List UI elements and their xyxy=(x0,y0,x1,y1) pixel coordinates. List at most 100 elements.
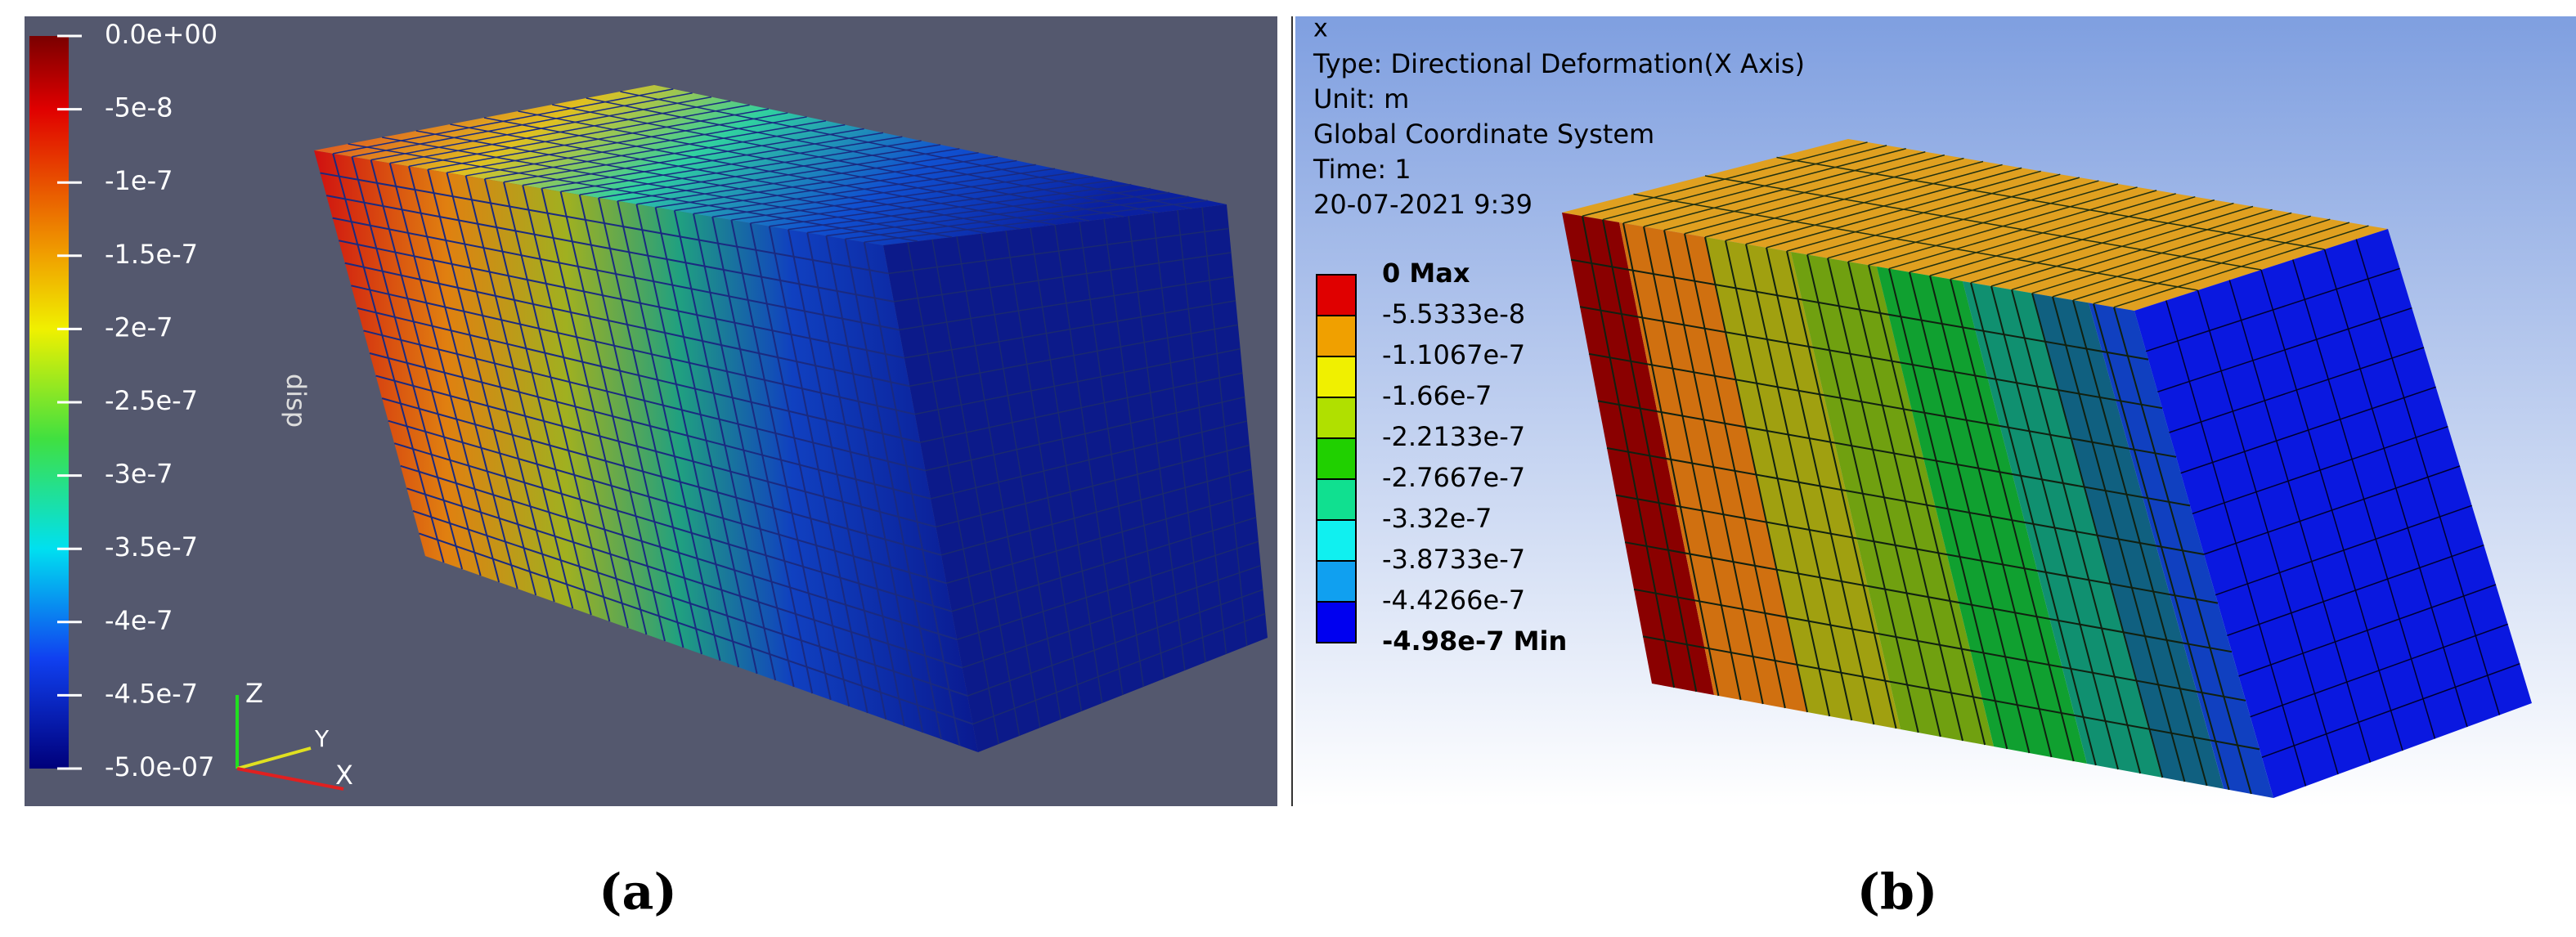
mesh-line xyxy=(518,110,1090,222)
mesh-line xyxy=(2227,544,2484,637)
mesh-line xyxy=(1588,352,2177,458)
legend-swatch xyxy=(1316,356,1357,398)
colorbar-label: -5e-8 xyxy=(105,92,173,123)
mesh-line xyxy=(893,252,1232,303)
colorbar-label: -4e-7 xyxy=(105,605,173,636)
info-line: 20-07-2021 9:39 xyxy=(1313,189,1533,220)
mesh-line xyxy=(2192,425,2448,515)
front-face xyxy=(314,150,978,752)
mesh-line xyxy=(393,442,953,612)
mesh-line xyxy=(320,172,889,275)
mesh-line xyxy=(930,420,1248,500)
mesh-line xyxy=(904,300,1236,359)
panel-b: x Type: Directional Deformation(X Axis) Un… xyxy=(1313,15,2532,798)
mesh-line xyxy=(381,397,942,556)
legend-swatch xyxy=(1316,437,1357,480)
mesh-line xyxy=(483,117,1056,226)
mesh-line xyxy=(2180,386,2436,474)
mesh-line xyxy=(406,487,963,669)
legend-label: -1.66e-7 xyxy=(1382,380,1492,411)
mesh-line xyxy=(2215,504,2472,596)
mesh-line xyxy=(1624,541,2233,653)
mesh-line xyxy=(899,276,1234,331)
mesh-line xyxy=(325,195,895,303)
legend-swatch xyxy=(1316,478,1357,521)
legend-label: -3.32e-7 xyxy=(1382,503,1492,534)
mesh-line xyxy=(946,492,1254,585)
mesh-line xyxy=(369,352,931,500)
mesh-line xyxy=(2157,307,2412,393)
mesh-line xyxy=(1776,156,2325,250)
mesh-line xyxy=(415,130,987,234)
legend-label: -3.8733e-7 xyxy=(1382,544,1525,575)
caption-b: (b) xyxy=(1857,864,1938,921)
mesh-line xyxy=(382,137,953,238)
axis-z-label: Z xyxy=(245,678,263,709)
colorbar-label: -2e-7 xyxy=(105,312,173,343)
legend-swatch xyxy=(1316,519,1357,562)
colorbar-label: -1.5e-7 xyxy=(105,239,198,270)
mesh-line xyxy=(936,444,1250,528)
axis-y-label: Y xyxy=(314,725,330,752)
mesh-line xyxy=(552,104,1124,217)
mesh-line xyxy=(956,540,1259,640)
info-line: Time: 1 xyxy=(1313,154,1411,185)
mesh-line xyxy=(919,372,1243,443)
panel-a: Z Y X disp 0.0e+00 -5e-8 -1e-7 -1.5e-7 -2e-7… xyxy=(29,19,1268,791)
mesh-line xyxy=(1615,494,2219,604)
legend-swatch xyxy=(1316,274,1357,316)
mesh-line xyxy=(357,307,921,444)
caption-a: (a) xyxy=(599,864,677,921)
legend-label: -1.1067e-7 xyxy=(1382,339,1525,370)
legend-swatch xyxy=(1316,601,1357,643)
axis-y xyxy=(236,746,312,770)
mesh-line xyxy=(2145,267,2400,352)
mesh-line xyxy=(1704,175,2262,271)
mesh-line xyxy=(400,464,958,641)
mesh-line xyxy=(419,532,973,725)
mesh-line xyxy=(332,217,900,331)
mesh-line xyxy=(972,612,1266,725)
legend-swatch xyxy=(1316,315,1357,357)
mesh-line xyxy=(951,517,1257,612)
colorbar-title: disp xyxy=(280,374,312,428)
mesh-line xyxy=(412,509,968,697)
legend-label: -2.7667e-7 xyxy=(1382,462,1525,493)
mesh-line xyxy=(1579,306,2163,410)
colorbar-label: -2.5e-7 xyxy=(105,385,198,416)
info-line: Global Coordinate System xyxy=(1313,119,1654,150)
axis-x-label: X xyxy=(335,760,353,791)
legend-label: 0 Max xyxy=(1382,258,1470,289)
mesh-line xyxy=(2203,465,2461,555)
legend-label: -2.2133e-7 xyxy=(1382,421,1525,452)
info-line: Type: Directional Deformation(X Axis) xyxy=(1313,48,1805,79)
mesh-line xyxy=(344,262,910,388)
colorbar-label: -5.0e-07 xyxy=(105,751,214,782)
legend-swatch xyxy=(1316,560,1357,603)
colorbar-label: -1e-7 xyxy=(105,165,173,196)
mesh-line xyxy=(1633,588,2246,702)
mesh-line xyxy=(925,396,1245,472)
mesh-line xyxy=(1606,447,2205,555)
mesh-line xyxy=(962,564,1261,669)
mesh-line xyxy=(586,97,1159,213)
mesh-line xyxy=(1642,635,2260,751)
mesh-line xyxy=(1570,258,2149,361)
legend-swatch xyxy=(1316,397,1357,439)
mesh-line xyxy=(620,91,1193,209)
colorbar-label: 0.0e+00 xyxy=(105,19,218,50)
legend-label: -5.5333e-8 xyxy=(1382,298,1525,330)
mesh-line xyxy=(909,324,1239,387)
colorbar-label: -3e-7 xyxy=(105,459,173,490)
mesh-line xyxy=(2250,623,2508,718)
mesh-line xyxy=(1633,193,2198,291)
mesh-line xyxy=(2261,662,2520,759)
axis-x xyxy=(236,767,344,791)
info-line: Unit: m xyxy=(1313,83,1409,114)
mesh-line xyxy=(1597,400,2191,507)
legend-label: -4.4266e-7 xyxy=(1382,585,1525,616)
side-face xyxy=(883,204,1268,752)
close-button: x xyxy=(1313,15,1328,43)
mesh-line xyxy=(2169,347,2425,433)
